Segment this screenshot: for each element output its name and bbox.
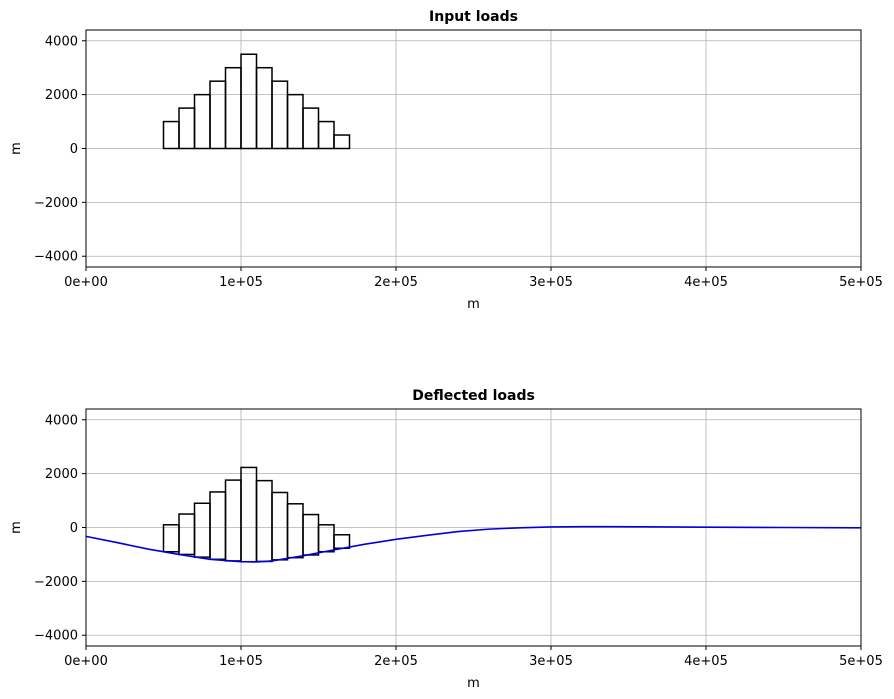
load-bar-9 <box>302 513 320 556</box>
x-tick-label: 3e+05 <box>529 654 573 669</box>
load-bar-1 <box>178 107 196 150</box>
load-bar-5 <box>240 466 258 563</box>
x-tick-label: 3e+05 <box>529 275 573 290</box>
load-bar-1 <box>178 513 196 556</box>
x-tick-label: 2e+05 <box>374 275 418 290</box>
y-tick-label: 4000 <box>45 34 78 49</box>
load-bar-9 <box>302 107 320 150</box>
load-bar-11 <box>333 134 351 150</box>
x-axis-label: m <box>467 676 480 691</box>
x-axis-label: m <box>467 297 480 312</box>
y-tick-label: −4000 <box>34 250 78 265</box>
load-bar-6 <box>255 479 273 563</box>
y-tick-label: 2000 <box>45 88 78 103</box>
load-bar-3 <box>209 80 227 150</box>
load-bar-8 <box>286 503 304 559</box>
y-tick-label: 2000 <box>45 467 78 482</box>
load-bar-0 <box>162 524 180 553</box>
load-bar-0 <box>162 120 180 150</box>
chart-title: Deflected loads <box>412 388 535 404</box>
x-tick-label: 4e+05 <box>684 654 728 669</box>
input-loads-subplot: 0e+00 1e+05 2e+05 3e+05 4e+05 5e+05 −4000 −2000… <box>9 9 883 312</box>
chart-title: Input loads <box>429 9 518 25</box>
x-tick-label: 0e+00 <box>64 654 108 669</box>
y-axis-label: m <box>9 521 24 534</box>
deflected-loads-subplot: 0e+00 1e+05 2e+05 3e+05 4e+05 5e+05 −4000 −2000… <box>9 388 883 691</box>
load-bar-8 <box>286 93 304 150</box>
load-bar-7 <box>271 80 289 150</box>
y-tick-label: 0 <box>70 142 78 157</box>
load-bar-2 <box>193 502 211 558</box>
load-bar-4 <box>224 479 242 562</box>
load-bar-2 <box>193 93 211 150</box>
y-tick-label: −2000 <box>34 575 78 590</box>
x-tick-label: 4e+05 <box>684 275 728 290</box>
load-bar-3 <box>209 491 227 561</box>
x-tick-label: 1e+05 <box>219 275 263 290</box>
y-tick-label: 0 <box>70 521 78 536</box>
load-bar-6 <box>255 66 273 150</box>
x-tick-label: 5e+05 <box>839 275 883 290</box>
y-tick-label: −4000 <box>34 629 78 644</box>
y-axis-label: m <box>9 142 24 155</box>
load-bar-7 <box>271 491 289 561</box>
load-bar-4 <box>224 66 242 150</box>
x-tick-label: 5e+05 <box>839 654 883 669</box>
x-tick-label: 2e+05 <box>374 654 418 669</box>
x-tick-label: 0e+00 <box>64 275 108 290</box>
load-bar-10 <box>317 524 335 553</box>
load-bar-10 <box>317 120 335 150</box>
x-tick-label: 1e+05 <box>219 654 263 669</box>
y-tick-label: 4000 <box>45 413 78 428</box>
y-tick-label: −2000 <box>34 196 78 211</box>
load-bar-11 <box>333 534 351 549</box>
deflection-line <box>85 525 862 563</box>
load-bar-5 <box>240 53 258 150</box>
